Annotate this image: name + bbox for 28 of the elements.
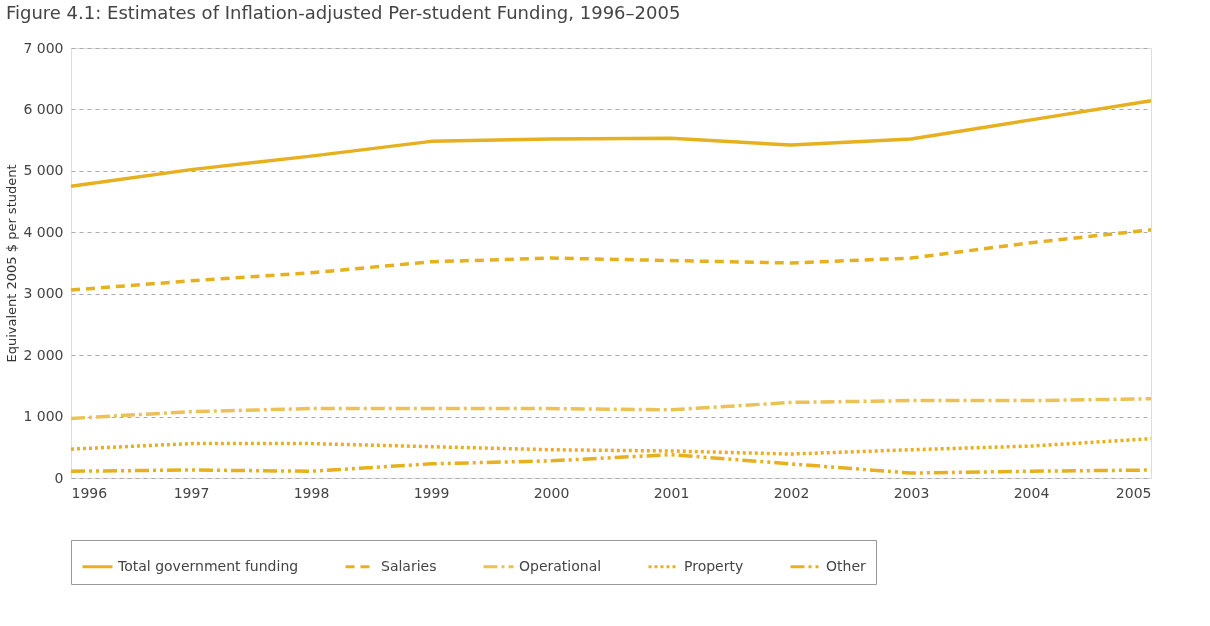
legend-label: Salaries	[381, 557, 437, 574]
y-tick-label: 6 000	[23, 100, 64, 117]
x-tick-label: 2001	[653, 484, 690, 501]
y-tick-label: 4 000	[23, 223, 64, 240]
y-tick-label: 3 000	[23, 285, 64, 302]
legend-label: Other	[826, 557, 866, 574]
x-tick-label: 1998	[293, 484, 330, 501]
line-series	[69, 99, 1153, 188]
y-axis-title: Equivalent 2005 $ per student	[4, 164, 20, 363]
x-tick-label: 2000	[533, 484, 570, 501]
chart-title: Figure 4.1: Estimates of Inflation-adjusted Per-student Funding, 1996–2005	[5, 2, 681, 23]
x-tick-label: 1996	[71, 484, 108, 501]
y-tick-label: 0	[54, 469, 64, 486]
line-series	[69, 228, 1153, 292]
x-tick-label: 1999	[413, 484, 450, 501]
x-tick-label: 1997	[173, 484, 210, 501]
x-tick-label: 2002	[773, 484, 810, 501]
x-tick-label: 2003	[893, 484, 930, 501]
y-tick-label: 7 000	[23, 39, 64, 56]
y-tick-label: 2 000	[23, 346, 64, 363]
line-series	[69, 397, 1153, 421]
y-tick-label: 5 000	[23, 162, 64, 179]
y-tick-label: 1 000	[23, 408, 64, 425]
x-tick-label: 2004	[1013, 484, 1050, 501]
legend-label: Property	[684, 557, 744, 574]
legend-label: Operational	[519, 557, 602, 574]
x-tick-label: 2005	[1115, 484, 1152, 501]
legend-label: Total government funding	[117, 557, 299, 574]
